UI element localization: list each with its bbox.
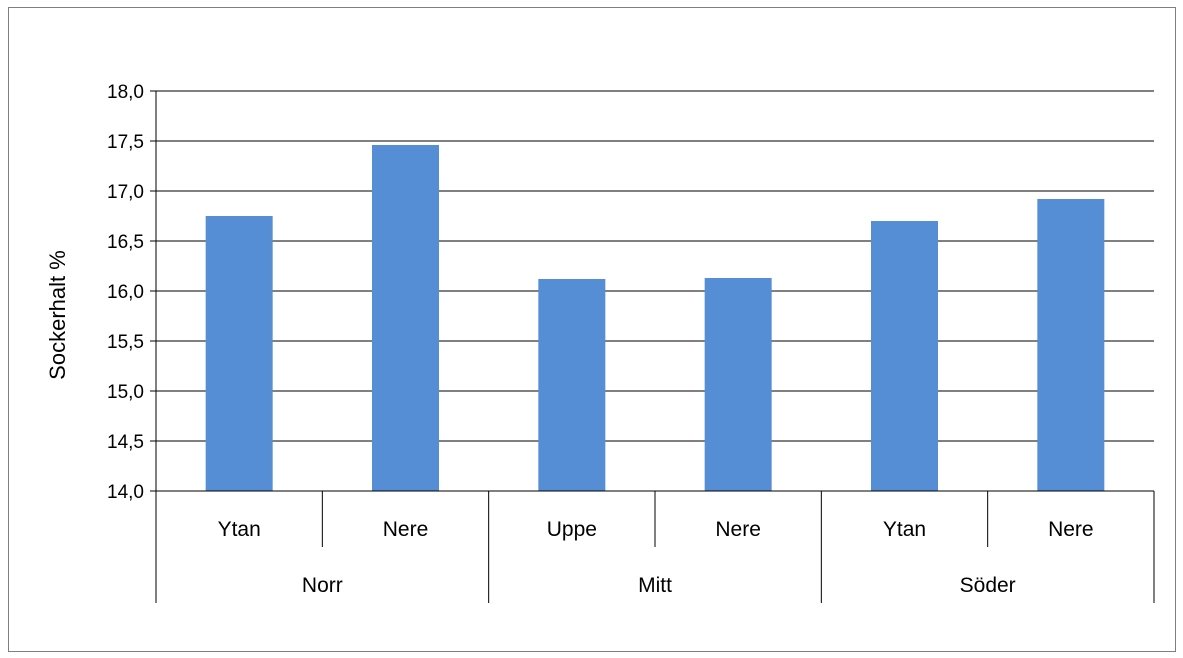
y-axis-label: Sockerhalt %: [45, 250, 70, 380]
x-category-label: Nere: [383, 518, 429, 541]
x-category-label: Ytan: [218, 518, 261, 541]
bar: [704, 278, 772, 491]
bar: [372, 145, 439, 491]
y-tick-label: 17,5: [107, 132, 144, 153]
y-tick-label: 14,0: [107, 482, 144, 503]
bar: [538, 279, 606, 491]
y-tick-label: 17,0: [107, 182, 144, 203]
y-tick-label: 16,0: [107, 282, 144, 303]
bars: [205, 145, 1105, 491]
y-tick-label: 16,5: [107, 232, 144, 253]
y-tick-label: 14,5: [107, 432, 144, 453]
bar: [871, 221, 938, 491]
y-tick-label: 15,5: [107, 332, 144, 353]
x-category-label: Uppe: [547, 518, 597, 541]
x-group-label: Norr: [302, 574, 343, 597]
y-tick-label: 18,0: [107, 82, 144, 103]
x-category-label: Ytan: [883, 518, 926, 541]
x-category-label: Nere: [715, 518, 761, 541]
y-tick-label: 15,0: [107, 382, 144, 403]
bar: [1037, 199, 1105, 491]
y-tick-labels: 14,0 14,5 15,0 15,5 16,0 16,5 17,0 17,5 18,0: [107, 82, 144, 503]
x-group-label: Söder: [960, 574, 1016, 597]
bar: [205, 216, 273, 491]
x-group-label: Mitt: [638, 574, 672, 597]
x-category-label: Nere: [1048, 518, 1094, 541]
gridlines: [150, 90, 1154, 492]
x-category-labels: Ytan Nere Uppe Nere Ytan Nere Norr Mitt Söder: [155, 491, 1155, 603]
